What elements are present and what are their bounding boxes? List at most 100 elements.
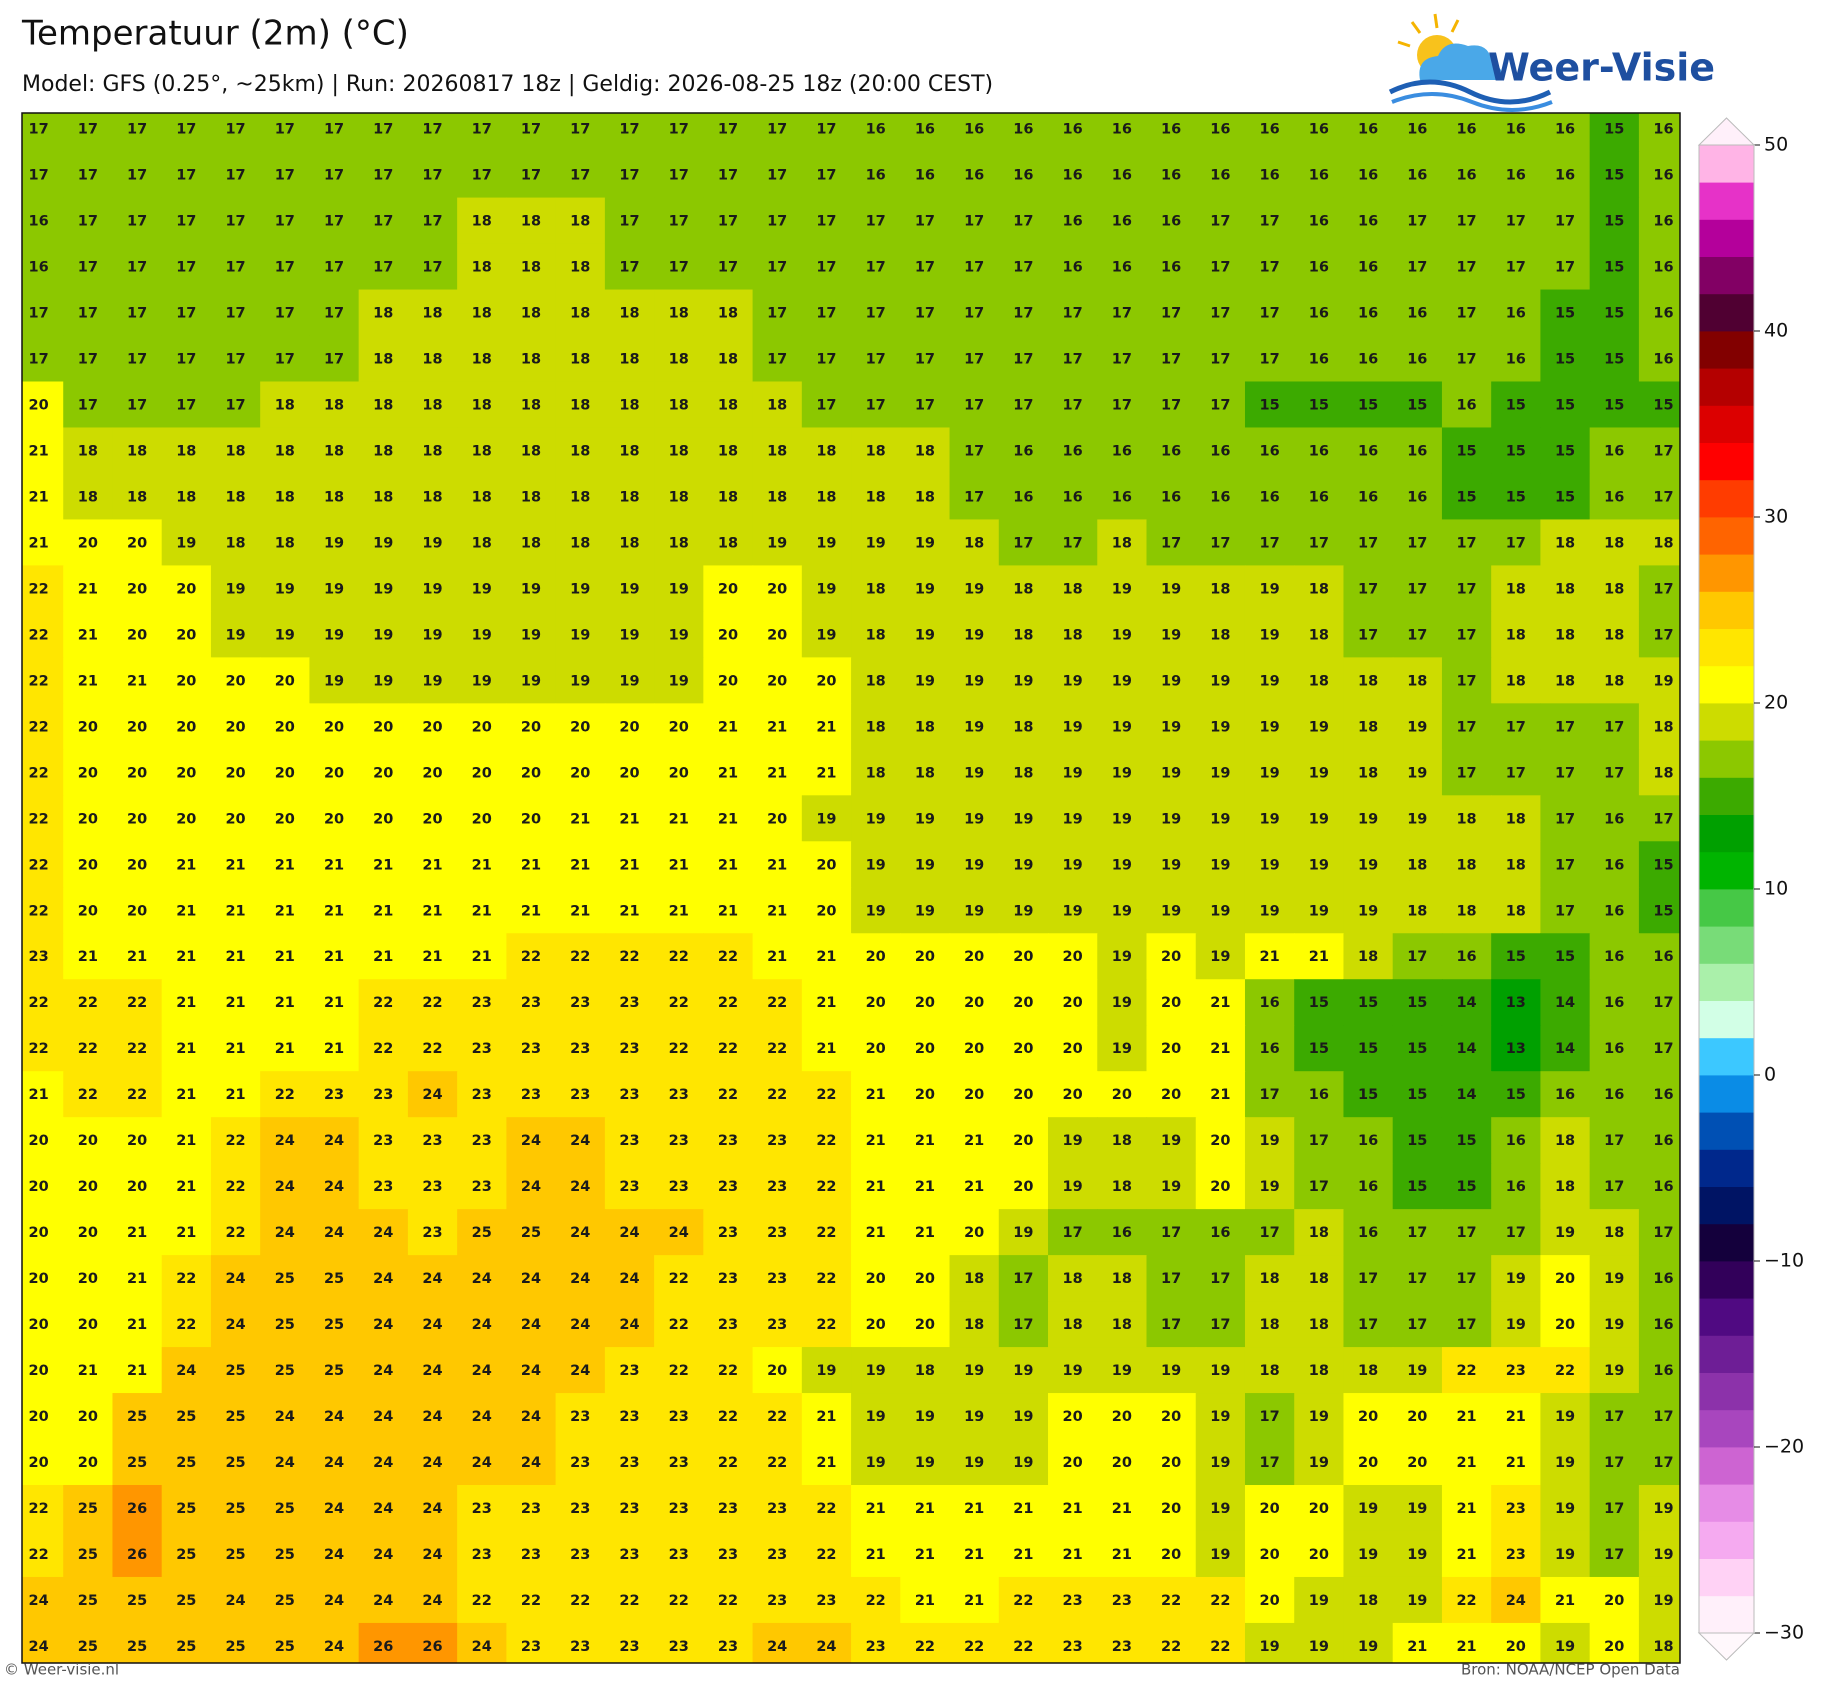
temperature-value: 24 xyxy=(570,1133,590,1149)
temperature-cell xyxy=(210,197,261,245)
temperature-cell xyxy=(309,289,360,337)
temperature-cell xyxy=(1146,1163,1197,1210)
temperature-cell xyxy=(1244,197,1295,245)
temperature-cell xyxy=(1195,381,1246,429)
temperature-value: 24 xyxy=(225,1271,245,1287)
temperature-value: 19 xyxy=(1604,1271,1624,1287)
temperature-cell xyxy=(703,841,754,888)
temperature-value: 20 xyxy=(373,719,393,735)
temperature-cell xyxy=(22,933,64,980)
temperature-value: 16 xyxy=(1407,352,1427,368)
colorbar-swatch xyxy=(1699,219,1754,257)
temperature-value: 25 xyxy=(275,1593,295,1609)
temperature-value: 21 xyxy=(915,1179,935,1195)
temperature-cell xyxy=(604,703,655,750)
temperature-value: 19 xyxy=(275,581,295,597)
temperature-cell xyxy=(949,749,1000,796)
temperature-value: 18 xyxy=(1358,1363,1378,1379)
temperature-value: 21 xyxy=(816,1409,836,1425)
temperature-cell xyxy=(654,841,704,888)
temperature-cell xyxy=(801,1530,852,1578)
temperature-cell xyxy=(555,243,606,291)
temperature-cell xyxy=(1540,113,1591,153)
temperature-cell xyxy=(752,1622,803,1663)
temperature-value: 15 xyxy=(1456,1133,1476,1149)
temperature-cell xyxy=(752,1439,803,1486)
temperature-cell xyxy=(555,1117,606,1164)
temperature-cell xyxy=(654,289,704,337)
temperature-value: 23 xyxy=(767,1179,787,1195)
temperature-cell xyxy=(1097,151,1148,199)
temperature-value: 23 xyxy=(570,1501,590,1517)
temperature-cell xyxy=(851,1117,901,1164)
temperature-cell xyxy=(506,113,557,153)
temperature-value: 15 xyxy=(1653,857,1673,873)
temperature-value: 17 xyxy=(1653,489,1673,505)
temperature-value: 16 xyxy=(1210,443,1230,459)
temperature-value: 15 xyxy=(1407,1179,1427,1195)
temperature-cell xyxy=(457,841,507,888)
temperature-value: 19 xyxy=(1112,995,1132,1011)
temperature-cell xyxy=(1048,979,1098,1026)
temperature-value: 19 xyxy=(1407,811,1427,827)
temperature-value: 18 xyxy=(176,443,196,459)
temperature-value: 21 xyxy=(718,903,738,919)
temperature-cell xyxy=(1638,1347,1680,1394)
temperature-value: 25 xyxy=(78,1593,98,1609)
temperature-value: 21 xyxy=(915,1501,935,1517)
colorbar-swatch xyxy=(1699,256,1754,295)
temperature-cell xyxy=(1097,565,1148,612)
temperature-cell xyxy=(555,1439,606,1486)
temperature-value: 19 xyxy=(866,903,886,919)
temperature-cell xyxy=(309,113,360,153)
colorbar-swatch xyxy=(1699,1075,1754,1113)
temperature-value: 23 xyxy=(1506,1547,1526,1563)
temperature-cell xyxy=(998,749,1049,796)
temperature-value: 24 xyxy=(422,1455,442,1471)
temperature-value: 19 xyxy=(1358,1501,1378,1517)
temperature-cell xyxy=(407,243,458,291)
temperature-cell xyxy=(949,381,1000,429)
temperature-value: 18 xyxy=(767,489,787,505)
temperature-value: 17 xyxy=(1112,397,1132,413)
temperature-cell xyxy=(949,979,1000,1026)
temperature-cell xyxy=(63,1439,114,1486)
temperature-cell xyxy=(654,519,704,567)
temperature-value: 24 xyxy=(422,1363,442,1379)
temperature-value: 20 xyxy=(767,673,787,689)
temperature-cell xyxy=(358,381,409,429)
temperature-value: 22 xyxy=(915,1639,935,1655)
temperature-value: 24 xyxy=(373,1409,393,1425)
temperature-value: 18 xyxy=(1358,765,1378,781)
temperature-cell xyxy=(63,113,114,153)
temperature-value: 20 xyxy=(1210,1179,1230,1195)
temperature-cell xyxy=(900,703,951,750)
temperature-value: 17 xyxy=(1210,535,1230,551)
temperature-cell xyxy=(309,1485,360,1532)
temperature-cell xyxy=(654,565,704,612)
temperature-value: 21 xyxy=(422,949,442,965)
temperature-cell xyxy=(1146,1622,1197,1663)
temperature-cell xyxy=(949,1622,1000,1663)
temperature-value: 21 xyxy=(29,443,49,459)
colorbar-tick-label: 20 xyxy=(1764,692,1788,714)
temperature-value: 19 xyxy=(816,581,836,597)
temperature-value: 17 xyxy=(373,260,393,276)
temperature-value: 20 xyxy=(324,765,344,781)
temperature-cell xyxy=(1097,841,1148,888)
temperature-cell xyxy=(210,749,261,796)
temperature-value: 16 xyxy=(29,214,49,230)
temperature-value: 18 xyxy=(1604,535,1624,551)
temperature-cell xyxy=(309,841,360,888)
temperature-cell xyxy=(210,1530,261,1578)
temperature-value: 22 xyxy=(866,1593,886,1609)
temperature-value: 20 xyxy=(1407,1409,1427,1425)
temperature-cell xyxy=(1589,381,1640,429)
temperature-value: 19 xyxy=(1653,1501,1673,1517)
temperature-cell xyxy=(1097,1439,1148,1486)
temperature-cell xyxy=(1491,933,1542,980)
temperature-cell xyxy=(1343,1393,1394,1440)
temperature-value: 26 xyxy=(373,1639,393,1655)
temperature-value: 23 xyxy=(619,1087,639,1103)
temperature-cell xyxy=(210,1301,261,1348)
